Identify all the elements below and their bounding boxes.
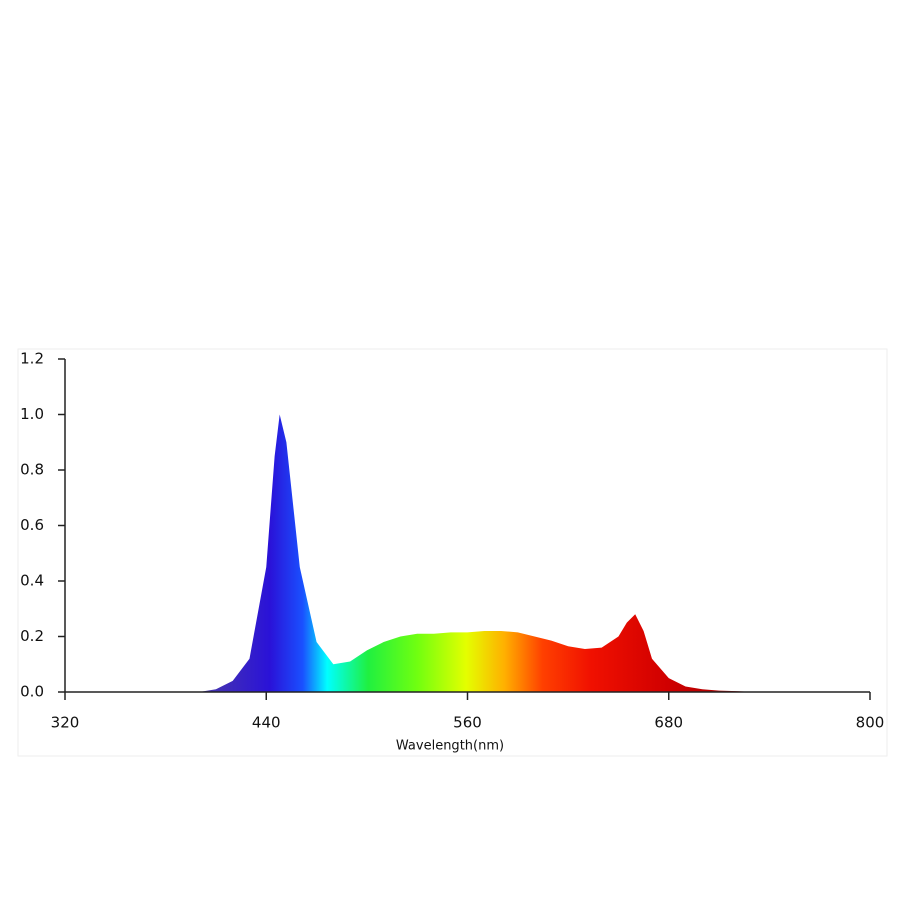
y-tick-label: 0.4 bbox=[20, 572, 44, 590]
x-tick-label: 320 bbox=[51, 714, 80, 732]
x-axis-label: Wavelength(nm) bbox=[396, 739, 504, 754]
chart-frame bbox=[17, 348, 888, 757]
x-tick-label: 800 bbox=[856, 714, 885, 732]
y-tick-label: 0.8 bbox=[20, 461, 44, 479]
y-tick-label: 0.2 bbox=[20, 627, 44, 645]
y-tick-label: 1.2 bbox=[20, 350, 44, 368]
x-tick-label: 440 bbox=[252, 714, 281, 732]
x-tick-label: 680 bbox=[654, 714, 683, 732]
x-tick-label: 560 bbox=[453, 714, 482, 732]
y-tick-label: 0.6 bbox=[20, 516, 44, 534]
spectrum-area bbox=[199, 414, 745, 692]
y-tick-label: 1.0 bbox=[20, 405, 44, 423]
y-tick-label: 0.0 bbox=[20, 683, 44, 701]
